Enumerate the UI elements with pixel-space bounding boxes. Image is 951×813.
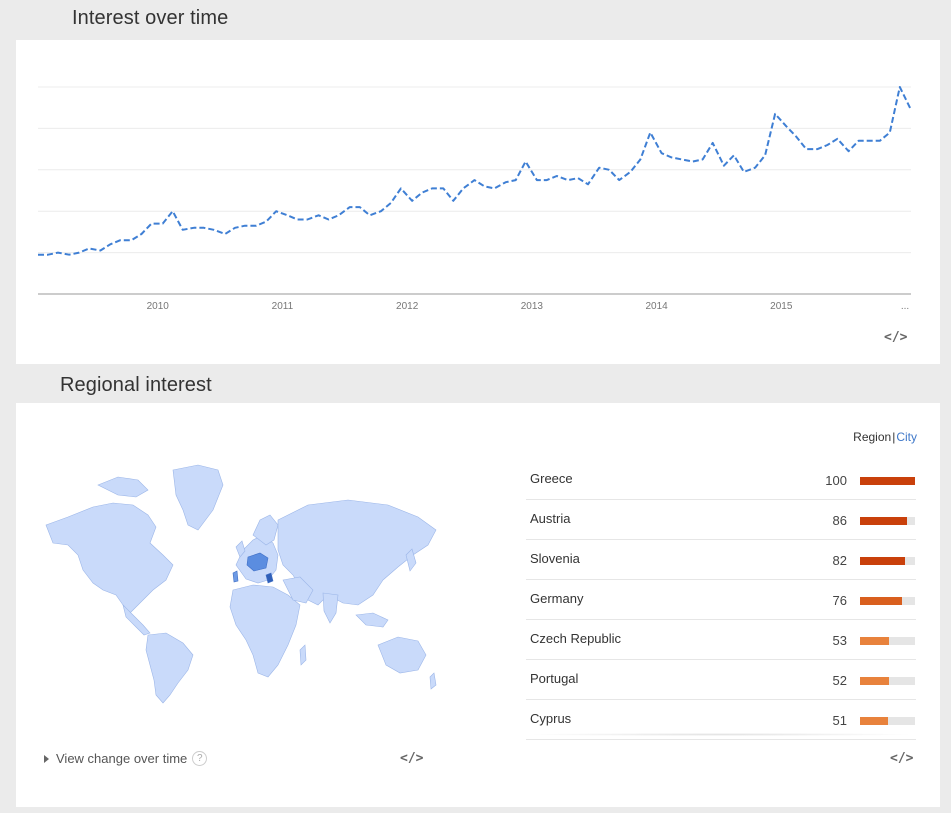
embed-map-button[interactable]: </> xyxy=(400,751,424,766)
region-bar-fill xyxy=(860,637,890,645)
view-change-label: View change over time xyxy=(56,751,188,766)
region-name: Austria xyxy=(530,511,571,526)
region-bar-fill xyxy=(860,477,915,485)
interest-over-time-title: Interest over time xyxy=(72,7,229,29)
map-highlight-portugal[interactable] xyxy=(232,570,239,583)
region-name: Slovenia xyxy=(530,551,580,566)
view-change-over-time-toggle[interactable]: View change over time ? xyxy=(44,751,208,766)
region-bar-track xyxy=(860,717,915,725)
x-tick-label: 2012 xyxy=(396,301,419,312)
x-tick-label: 2010 xyxy=(147,301,170,312)
region-bar-track xyxy=(860,597,915,605)
city-tab[interactable]: City xyxy=(896,430,917,444)
region-name: Cyprus xyxy=(530,711,572,726)
help-icon[interactable]: ? xyxy=(192,751,208,766)
region-bar-fill xyxy=(860,557,906,565)
embed-list-button[interactable]: </> xyxy=(890,751,914,766)
region-value: 51 xyxy=(832,713,847,728)
map-highlight-greece[interactable] xyxy=(265,572,274,584)
regional-interest-card: View change over time ? </> Region|City … xyxy=(16,403,940,807)
expand-triangle-icon xyxy=(44,754,49,763)
world-map[interactable] xyxy=(38,455,438,705)
region-list: Greece 100 Austria 86 Slovenia 82 Germany 76 Cze… xyxy=(526,460,916,740)
embed-chart-button[interactable]: </> xyxy=(884,330,908,345)
region-bar-track xyxy=(860,637,915,645)
x-tick-label: 2015 xyxy=(770,301,793,312)
interest-series-line[interactable] xyxy=(38,86,912,256)
x-tick-label: 2014 xyxy=(645,301,668,312)
region-name: Greece xyxy=(530,471,573,486)
region-value: 82 xyxy=(832,553,847,568)
region-row[interactable]: Czech Republic 53 xyxy=(526,620,916,660)
region-bar-track xyxy=(860,557,915,565)
region-bar-fill xyxy=(860,717,889,725)
region-row[interactable]: Austria 86 xyxy=(526,500,916,540)
x-tick-label: ... xyxy=(901,301,909,312)
region-value: 53 xyxy=(832,633,847,648)
region-city-toggle: Region|City xyxy=(853,430,917,444)
region-row[interactable]: Slovenia 82 xyxy=(526,540,916,580)
region-value: 52 xyxy=(832,673,847,688)
region-bar-track xyxy=(860,677,915,685)
region-value: 86 xyxy=(832,513,847,528)
x-tick-label: 2011 xyxy=(272,301,294,312)
region-name: Germany xyxy=(530,591,584,606)
region-bar-track xyxy=(860,517,915,525)
region-name: Czech Republic xyxy=(530,631,622,646)
regional-interest-title: Regional interest xyxy=(60,374,212,396)
region-row[interactable]: Cyprus 51 xyxy=(526,700,916,740)
region-value: 76 xyxy=(832,593,847,608)
region-row[interactable]: Greece 100 xyxy=(526,460,916,500)
region-bar-track xyxy=(860,477,915,485)
region-bar-fill xyxy=(860,517,908,525)
interest-over-time-card: 2010 2011 2012 2013 2014 2015... </> xyxy=(16,40,940,364)
interest-line-chart: 2010 2011 2012 2013 2014 2015... xyxy=(38,86,912,312)
region-value: 100 xyxy=(825,473,847,488)
map-highlight-central-europe[interactable] xyxy=(246,552,269,572)
region-row[interactable]: Germany 76 xyxy=(526,580,916,620)
region-bar-fill xyxy=(860,677,889,685)
toggle-separator: | xyxy=(892,430,896,444)
list-divider xyxy=(526,733,916,736)
region-tab[interactable]: Region xyxy=(853,430,892,444)
region-row[interactable]: Portugal 52 xyxy=(526,660,916,700)
region-bar-fill xyxy=(860,597,902,605)
region-name: Portugal xyxy=(530,671,579,686)
x-tick-label: 2013 xyxy=(521,301,544,312)
